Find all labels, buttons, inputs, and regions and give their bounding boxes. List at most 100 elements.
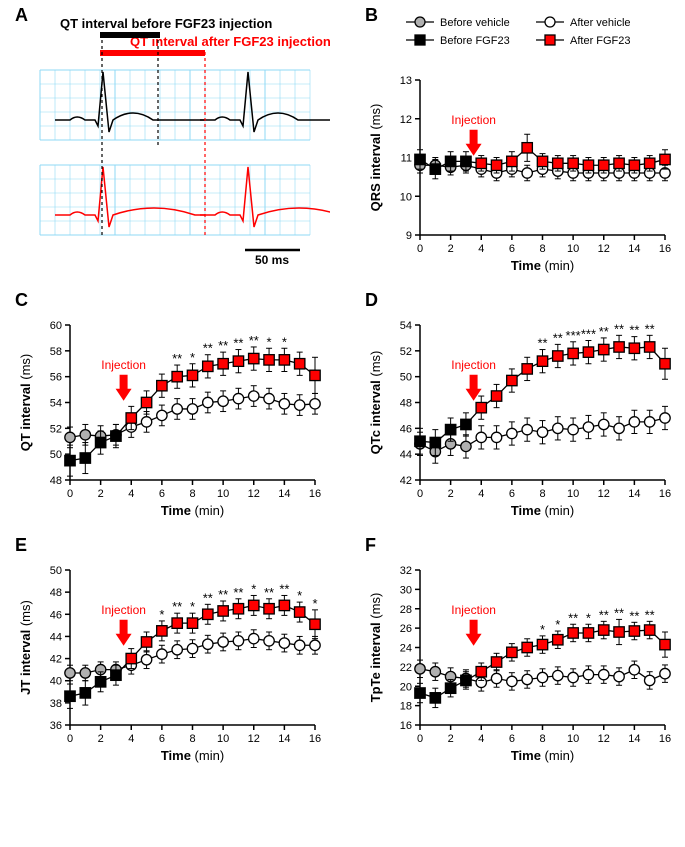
svg-text:30: 30 [400,584,412,596]
svg-text:Before FGF23: Before FGF23 [440,35,510,47]
svg-text:42: 42 [50,654,62,666]
svg-text:4: 4 [128,488,134,500]
svg-text:16: 16 [659,488,671,500]
svg-text:46: 46 [400,423,412,435]
svg-text:**: ** [645,607,655,622]
svg-text:**: ** [172,351,182,366]
svg-text:QTc interval (ms): QTc interval (ms) [368,351,383,455]
svg-text:*: * [251,581,256,596]
svg-text:*: * [190,599,195,614]
panel-a-label: A [15,5,28,26]
svg-text:10: 10 [567,733,579,745]
svg-text:2: 2 [448,243,454,255]
svg-text:12: 12 [598,733,610,745]
svg-text:8: 8 [539,243,545,255]
svg-text:***: *** [566,328,581,343]
svg-text:50: 50 [400,372,412,384]
svg-text:Time (min): Time (min) [511,503,574,518]
legend-svg: Before vehicleAfter vehicleBefore FGF23A… [360,10,680,50]
svg-text:**: ** [203,590,213,605]
svg-text:18: 18 [400,701,412,713]
svg-text:4: 4 [128,733,134,745]
panel-c-svg: 485052545658600246810121416QT interval (… [10,295,330,525]
svg-text:13: 13 [400,75,412,87]
svg-text:42: 42 [400,475,412,487]
panel-c: C 485052545658600246810121416QT interval… [10,295,345,525]
svg-text:12: 12 [400,114,412,126]
svg-text:**: ** [203,341,213,356]
svg-text:50: 50 [50,449,62,461]
svg-text:Injection: Injection [101,358,146,372]
svg-text:*: * [159,607,164,622]
svg-text:50: 50 [50,565,62,577]
svg-text:QT interval before FGF23 injec: QT interval before FGF23 injection [60,16,272,31]
panel-f-label: F [365,535,376,556]
svg-text:11: 11 [401,153,412,165]
svg-text:***: *** [581,327,596,342]
svg-text:14: 14 [278,488,290,500]
svg-text:54: 54 [50,398,62,410]
panel-d-svg: 424446485052540246810121416QTc interval … [360,295,680,525]
svg-text:32: 32 [400,565,412,577]
svg-text:8: 8 [189,488,195,500]
svg-text:16: 16 [659,733,671,745]
svg-text:Before vehicle: Before vehicle [440,17,510,29]
panel-e: E 36384042444648500246810121416JT interv… [10,540,345,770]
svg-text:6: 6 [509,733,515,745]
svg-text:4: 4 [478,733,484,745]
svg-text:14: 14 [628,488,640,500]
svg-text:**: ** [614,605,624,620]
svg-text:**: ** [629,323,639,338]
svg-text:0: 0 [417,243,423,255]
svg-text:*: * [267,334,272,349]
svg-text:56: 56 [50,372,62,384]
svg-text:0: 0 [417,488,423,500]
svg-text:6: 6 [159,733,165,745]
svg-text:20: 20 [400,681,412,693]
svg-text:10: 10 [217,488,229,500]
svg-text:6: 6 [509,488,515,500]
svg-text:22: 22 [400,662,412,674]
svg-text:16: 16 [309,488,321,500]
panel-e-svg: 36384042444648500246810121416JT interval… [10,540,330,770]
svg-text:10: 10 [567,243,579,255]
svg-text:**: ** [629,608,639,623]
svg-text:**: ** [553,330,563,345]
svg-text:2: 2 [98,488,104,500]
svg-text:**: ** [537,336,547,351]
svg-text:44: 44 [400,449,412,461]
svg-text:14: 14 [278,733,290,745]
svg-text:50 ms: 50 ms [255,253,289,267]
svg-text:54: 54 [400,320,412,332]
svg-text:Time (min): Time (min) [161,503,224,518]
svg-text:**: ** [614,321,624,336]
panel-b: B Before vehicleAfter vehicleBefore FGF2… [360,10,685,280]
svg-text:QRS interval (ms): QRS interval (ms) [368,104,383,212]
svg-text:16: 16 [400,720,412,732]
svg-text:10: 10 [567,488,579,500]
panel-b-svg: 9101112130246810121416QRS interval (ms)T… [360,50,680,280]
svg-text:48: 48 [50,587,62,599]
svg-text:24: 24 [400,643,412,655]
svg-text:*: * [282,334,287,349]
svg-text:**: ** [599,607,609,622]
svg-text:14: 14 [628,243,640,255]
svg-text:**: ** [645,321,655,336]
svg-text:52: 52 [50,423,62,435]
svg-text:48: 48 [400,398,412,410]
svg-text:*: * [312,596,317,611]
svg-text:QT interval (ms): QT interval (ms) [18,354,33,452]
svg-text:36: 36 [50,720,62,732]
svg-text:**: ** [279,581,289,596]
svg-text:After vehicle: After vehicle [570,17,631,29]
svg-text:16: 16 [309,733,321,745]
panel-d: D 424446485052540246810121416QTc interva… [360,295,685,525]
svg-text:Time (min): Time (min) [511,748,574,763]
svg-text:60: 60 [50,320,62,332]
svg-text:**: ** [599,324,609,339]
svg-text:*: * [555,617,560,632]
svg-text:28: 28 [400,604,412,616]
svg-text:26: 26 [400,623,412,635]
svg-text:6: 6 [509,243,515,255]
svg-text:2: 2 [448,488,454,500]
